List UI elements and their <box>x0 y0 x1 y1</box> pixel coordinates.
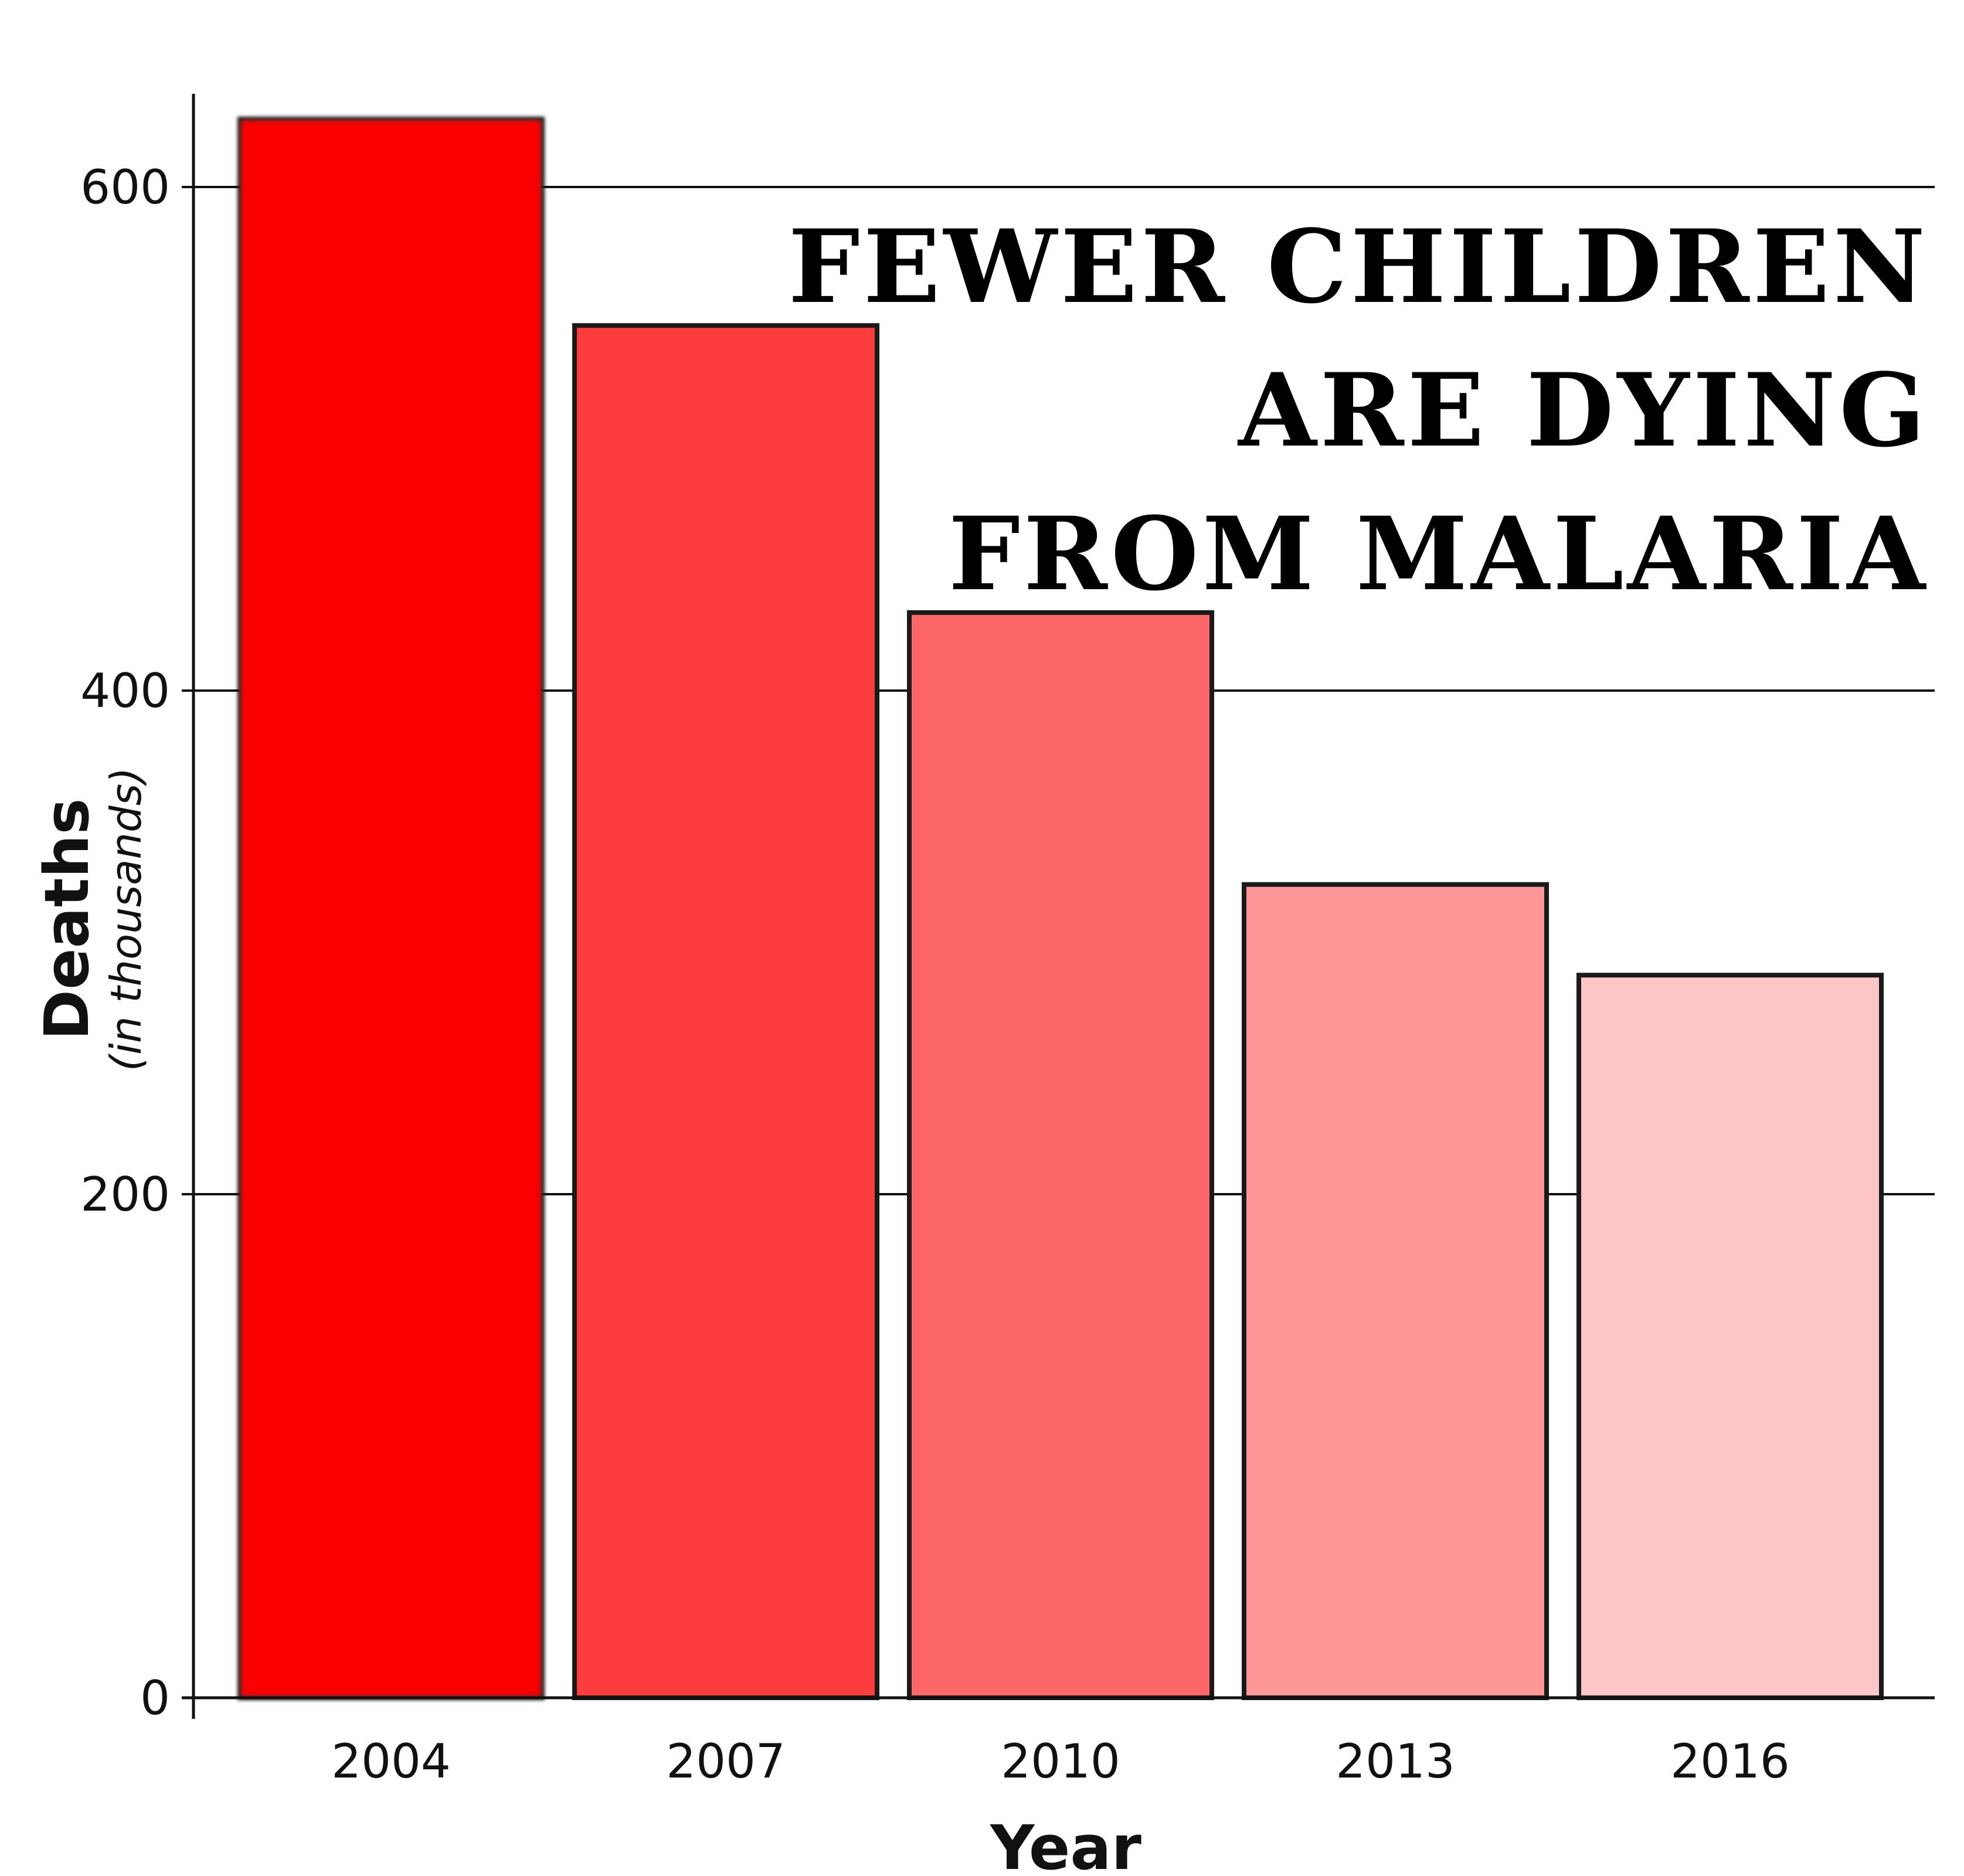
x-tick-label-2004: 2004 <box>331 1734 451 1789</box>
y-tick-label-0: 0 <box>140 1671 170 1725</box>
x-tick-labels: 2004 2007 2010 2013 2016 <box>331 1734 1790 1789</box>
bar-2010 <box>907 610 1214 1700</box>
bar-rect-2010 <box>907 610 1214 1700</box>
chart-title: FEWER CHILDREN ARE DYING FROM MALARIA <box>788 207 1929 613</box>
bar-rect-2007 <box>572 323 879 1700</box>
y-tick-label-600: 600 <box>80 160 170 215</box>
bar-rect-2016 <box>1576 973 1884 1700</box>
chart-title-line-3: FROM MALARIA <box>949 494 1929 613</box>
bar-2007 <box>572 323 879 1700</box>
x-tick-label-2016: 2016 <box>1670 1734 1790 1789</box>
chart-title-line-1: FEWER CHILDREN <box>788 207 1929 326</box>
axes <box>182 94 1935 1719</box>
x-tick-label-2010: 2010 <box>1001 1734 1120 1789</box>
y-tick-label-400: 400 <box>80 664 170 718</box>
y-tick-label-200: 200 <box>80 1167 170 1222</box>
bar-2004 <box>237 117 545 1701</box>
x-tick-label-2013: 2013 <box>1336 1734 1455 1789</box>
y-axis-title-group: Deaths <box>31 798 103 1041</box>
bars <box>237 117 1884 1701</box>
y-axis-subtitle: (in thousands) <box>101 767 151 1072</box>
y-axis-title: Deaths <box>31 798 103 1041</box>
y-axis-subtitle-group: (in thousands) <box>101 767 151 1072</box>
x-axis-title: Year <box>989 1812 1141 1876</box>
y-tick-labels: 0 200 400 600 <box>80 160 170 1725</box>
x-tick-label-2007: 2007 <box>666 1734 786 1789</box>
bar-rect-2004 <box>237 117 545 1701</box>
bar-2013 <box>1242 882 1549 1700</box>
bar-rect-2013 <box>1242 882 1549 1700</box>
bar-2016 <box>1576 973 1884 1700</box>
chart-title-line-2: ARE DYING <box>1237 351 1929 470</box>
